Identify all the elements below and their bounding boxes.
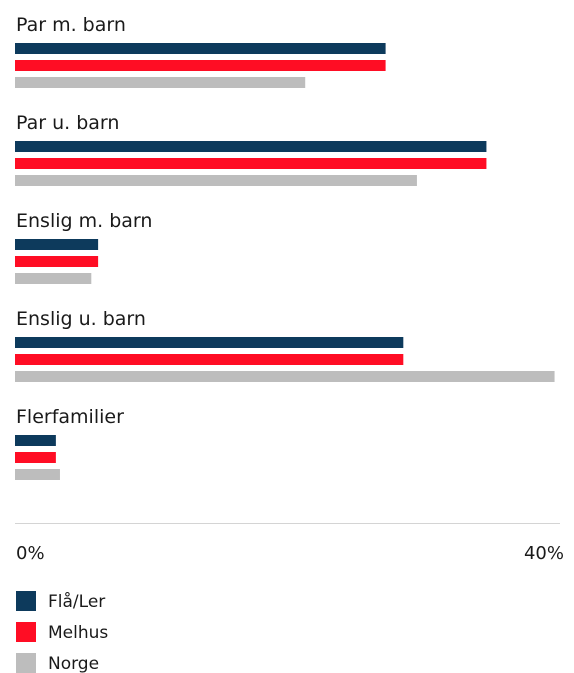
category-label: Flerfamilier — [16, 406, 124, 428]
bar — [15, 60, 386, 71]
legend-label: Flå/Ler — [48, 591, 105, 612]
categories-group: Par m. barn Par u. barn Enslig m. barn Ensl… — [15, 14, 555, 480]
category-group: Enslig m. barn — [15, 210, 152, 284]
category-group: Enslig u. barn — [15, 308, 555, 382]
legend: Flå/Ler Melhus Norge — [16, 591, 108, 673]
bar — [15, 239, 99, 250]
category-group: Par u. barn — [15, 112, 487, 186]
legend-label: Norge — [48, 654, 99, 673]
bar — [15, 256, 99, 267]
x-tick-label: 0% — [16, 543, 45, 564]
legend-item: Norge — [16, 653, 99, 673]
category-label: Par u. barn — [16, 112, 119, 134]
legend-item: Flå/Ler — [16, 591, 105, 612]
bar — [15, 435, 56, 446]
bar — [15, 77, 306, 88]
bar — [15, 175, 417, 186]
legend-swatch — [16, 622, 36, 642]
bar — [15, 43, 386, 54]
bar — [15, 452, 56, 463]
category-label: Enslig m. barn — [16, 210, 152, 232]
legend-swatch — [16, 653, 36, 673]
category-group: Flerfamilier — [15, 406, 124, 480]
x-axis-ticks: 0% 40% — [16, 543, 564, 564]
bar — [15, 469, 60, 480]
bar — [15, 337, 404, 348]
bar — [15, 371, 555, 382]
x-tick-label: 40% — [524, 543, 564, 564]
category-label: Par m. barn — [16, 14, 126, 36]
legend-item: Melhus — [16, 622, 108, 643]
bar — [15, 141, 487, 152]
legend-swatch — [16, 591, 36, 611]
legend-label: Melhus — [48, 623, 108, 643]
bar — [15, 158, 487, 169]
category-label: Enslig u. barn — [16, 308, 146, 330]
category-group: Par m. barn — [15, 14, 386, 88]
bar — [15, 354, 404, 365]
bar — [15, 273, 92, 284]
